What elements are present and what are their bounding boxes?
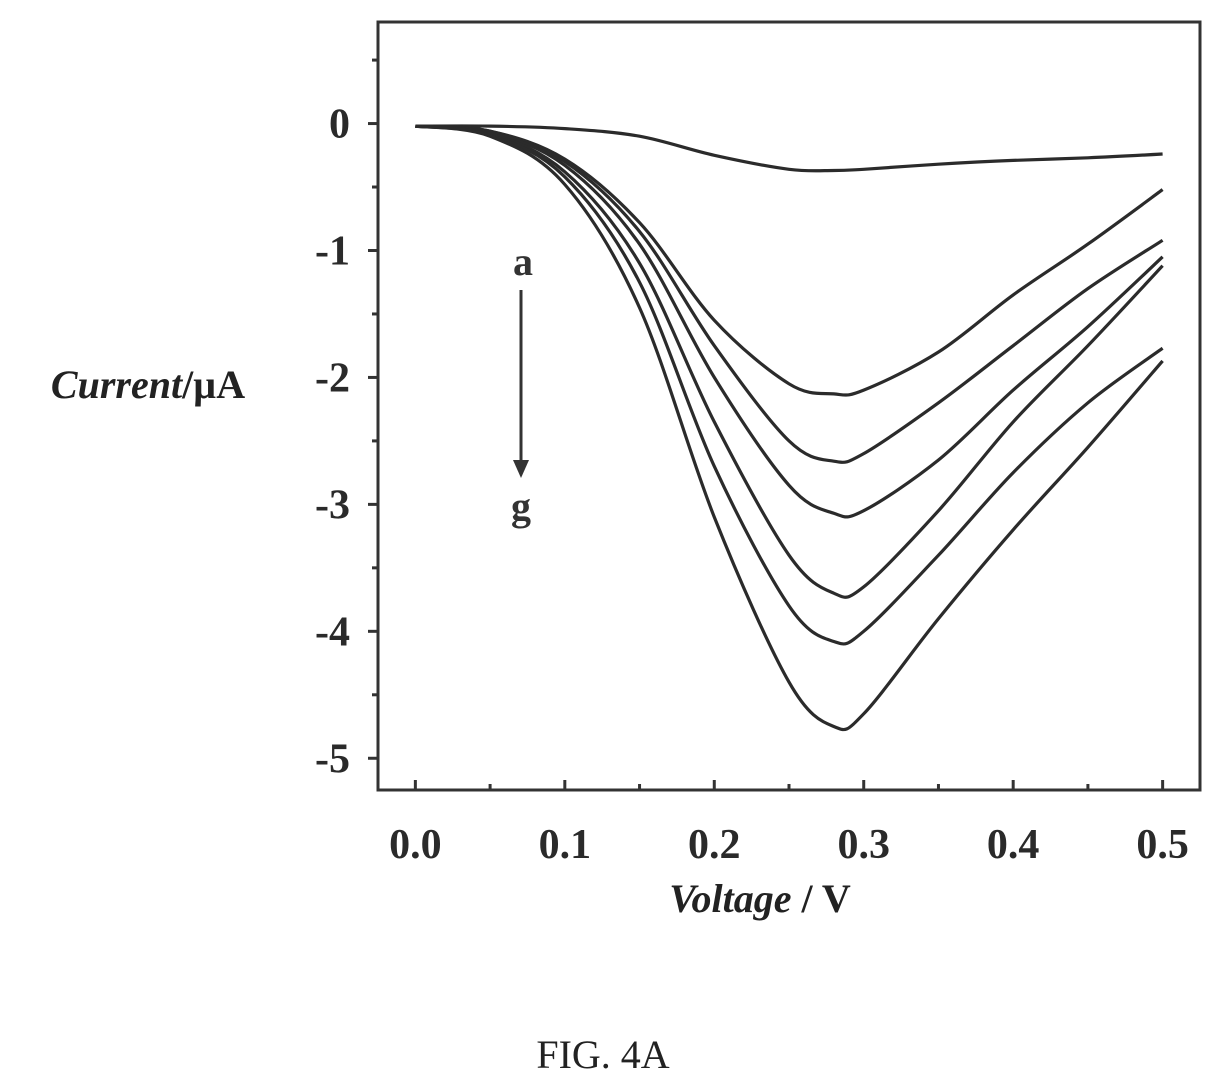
y-tick-label: 0 <box>329 102 350 148</box>
figure-caption: FIG. 4A <box>536 1032 669 1077</box>
curve-2 <box>415 124 1164 397</box>
y-tick-label: -2 <box>315 355 350 401</box>
x-axis-title: Voltage / V <box>669 876 851 921</box>
curves <box>415 124 1164 732</box>
curve-5 <box>415 124 1164 599</box>
curve-1 <box>415 124 1163 173</box>
x-tick-label: 0.5 <box>1136 822 1189 868</box>
y-tick-label: -1 <box>315 228 350 274</box>
y-tick-label: -5 <box>315 736 350 782</box>
y-tick-label: -4 <box>315 609 350 655</box>
x-tick-label: 0.4 <box>987 822 1040 868</box>
x-tick-label: 0.1 <box>539 822 592 868</box>
annotation-end-label: g <box>511 484 531 529</box>
y-axis-ticks: 0 -1 -2 -3 -4 -5 <box>315 58 378 782</box>
curve-4 <box>415 124 1164 519</box>
down-arrow <box>513 290 529 478</box>
y-axis-title: Current/µA <box>51 362 245 407</box>
curve-6 <box>415 124 1164 646</box>
y-tick-label: -3 <box>315 482 350 528</box>
curve-3 <box>415 124 1164 464</box>
curve-7 <box>415 124 1164 732</box>
x-tick-label: 0.2 <box>688 822 741 868</box>
x-tick-label: 0.0 <box>389 822 442 868</box>
annotation-start-label: a <box>513 239 533 284</box>
x-axis-ticks: 0.0 0.1 0.2 0.3 0.4 0.5 <box>389 780 1189 868</box>
x-tick-label: 0.3 <box>837 822 890 868</box>
